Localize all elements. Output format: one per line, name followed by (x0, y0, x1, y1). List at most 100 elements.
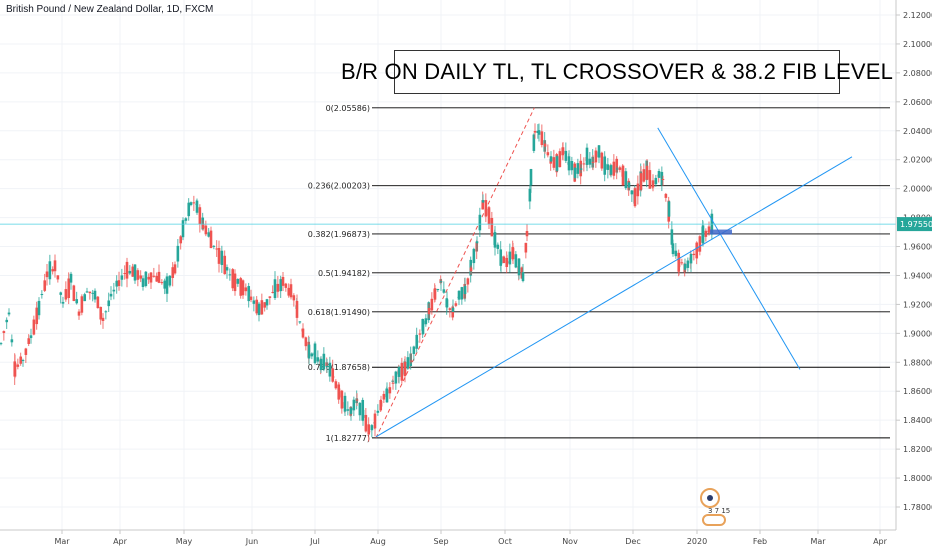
candle-body (263, 302, 267, 308)
candle-body (249, 296, 253, 300)
candle-body (555, 156, 559, 171)
price-axis[interactable]: 2.12000 2.10000 2.08000 2.06000 2.04000 2.020… (895, 0, 932, 530)
candle-body (448, 308, 452, 310)
candle-body (123, 272, 127, 274)
candle-body (292, 295, 296, 301)
candle-body (615, 168, 619, 170)
badge-ring (702, 514, 726, 526)
candle-body (624, 171, 628, 189)
candle-body (0, 343, 3, 345)
candle-body (35, 307, 39, 325)
candle-body (19, 356, 23, 364)
candle-body (75, 299, 79, 304)
candle-body (284, 283, 288, 288)
candle-body (69, 273, 73, 283)
candle-body (460, 287, 464, 300)
candle-body (370, 425, 374, 431)
candle-body (163, 280, 167, 289)
candle-body (514, 254, 518, 268)
candle-body (600, 152, 604, 169)
fibonacci-retracement[interactable]: 0(2.05586) 0.236(2.00203) 0.382(1.96873) 0.… (308, 104, 890, 443)
candle-body (385, 389, 389, 403)
fib-swing-line[interactable] (375, 107, 535, 439)
candle-body (704, 230, 708, 237)
candle-body (683, 263, 687, 270)
candle-body (552, 157, 556, 168)
candle-body (281, 276, 285, 286)
candle-body (171, 267, 175, 278)
candle-body (361, 409, 365, 418)
candle-body (630, 190, 634, 195)
time-tick-label: Jul (309, 537, 320, 546)
candle-body (325, 365, 329, 367)
candle-body (651, 180, 655, 188)
candle-body (319, 358, 323, 371)
rising-trendline[interactable] (375, 156, 853, 438)
candle-body (80, 296, 84, 313)
falling-trendline[interactable] (657, 127, 801, 370)
position-marker[interactable] (710, 229, 732, 235)
candle-body (233, 273, 237, 292)
candle-body (692, 253, 696, 256)
candle-body (32, 319, 36, 335)
candle-body (502, 256, 506, 264)
candle-body (677, 256, 681, 268)
current-price-label: 1.97550 (900, 220, 932, 229)
candle-body (412, 346, 416, 354)
time-tick-label: May (176, 537, 193, 546)
time-tick-label: Oct (498, 537, 512, 546)
candle-body (636, 183, 640, 197)
candle-body (160, 282, 164, 284)
candle-body (265, 299, 269, 306)
candle-body (457, 290, 461, 300)
candle-body (5, 319, 9, 323)
candle-body (394, 371, 398, 384)
candle-body (99, 306, 103, 320)
candle-body (540, 131, 544, 146)
candle-body (187, 202, 191, 217)
candle-body (340, 390, 344, 409)
candle-body (96, 296, 100, 309)
candle-body (77, 311, 81, 316)
time-axis[interactable]: Mar Apr May Jun Jul Aug Sep Oct Nov Dec 2020 Feb Mar… (0, 529, 896, 546)
candle-body (289, 284, 293, 298)
candle-body (397, 367, 401, 377)
trendlines[interactable] (0, 127, 896, 438)
price-tick-label: 2.08000 (903, 69, 932, 78)
fib-level-label: 0.786(1.87658) (308, 363, 370, 372)
candle-body (48, 261, 52, 280)
candle-body (508, 251, 512, 265)
price-tick-label: 1.78000 (903, 503, 932, 512)
annotation-textbox[interactable]: B/R ON DAILY TL, TL CROSSOVER & 38.2 FIB… (341, 50, 893, 94)
candle-body (16, 364, 20, 367)
candle-body (72, 285, 76, 302)
candle-body (618, 167, 622, 170)
candle-body (451, 307, 455, 312)
candle-body (255, 299, 259, 314)
candle-body (576, 163, 580, 174)
candle-body (139, 275, 143, 279)
candle-body (157, 271, 161, 283)
candle-body (24, 348, 28, 355)
symbol-title: British Pound / New Zealand Dollar, 1D, … (6, 4, 214, 15)
candle-body (117, 280, 121, 286)
candle-body (10, 339, 14, 343)
candle-body (37, 300, 41, 316)
idea-badge-icon: 3 7 15 (700, 488, 730, 532)
candle-body (104, 311, 108, 313)
current-price-marker[interactable] (897, 217, 932, 232)
candle-body (532, 134, 536, 151)
candle-body (528, 188, 532, 202)
time-tick-label: 2020 (687, 537, 707, 546)
candle-body (207, 232, 211, 237)
candle-body (67, 278, 71, 299)
time-tick-label: Apr (113, 537, 128, 546)
time-tick-label: Feb (753, 537, 767, 546)
time-tick-label: Aug (370, 537, 386, 546)
candle-body (695, 246, 699, 252)
chart-grid (0, 0, 896, 530)
candle-body (176, 245, 180, 262)
candle-body (43, 280, 47, 291)
candle-body (192, 202, 196, 204)
